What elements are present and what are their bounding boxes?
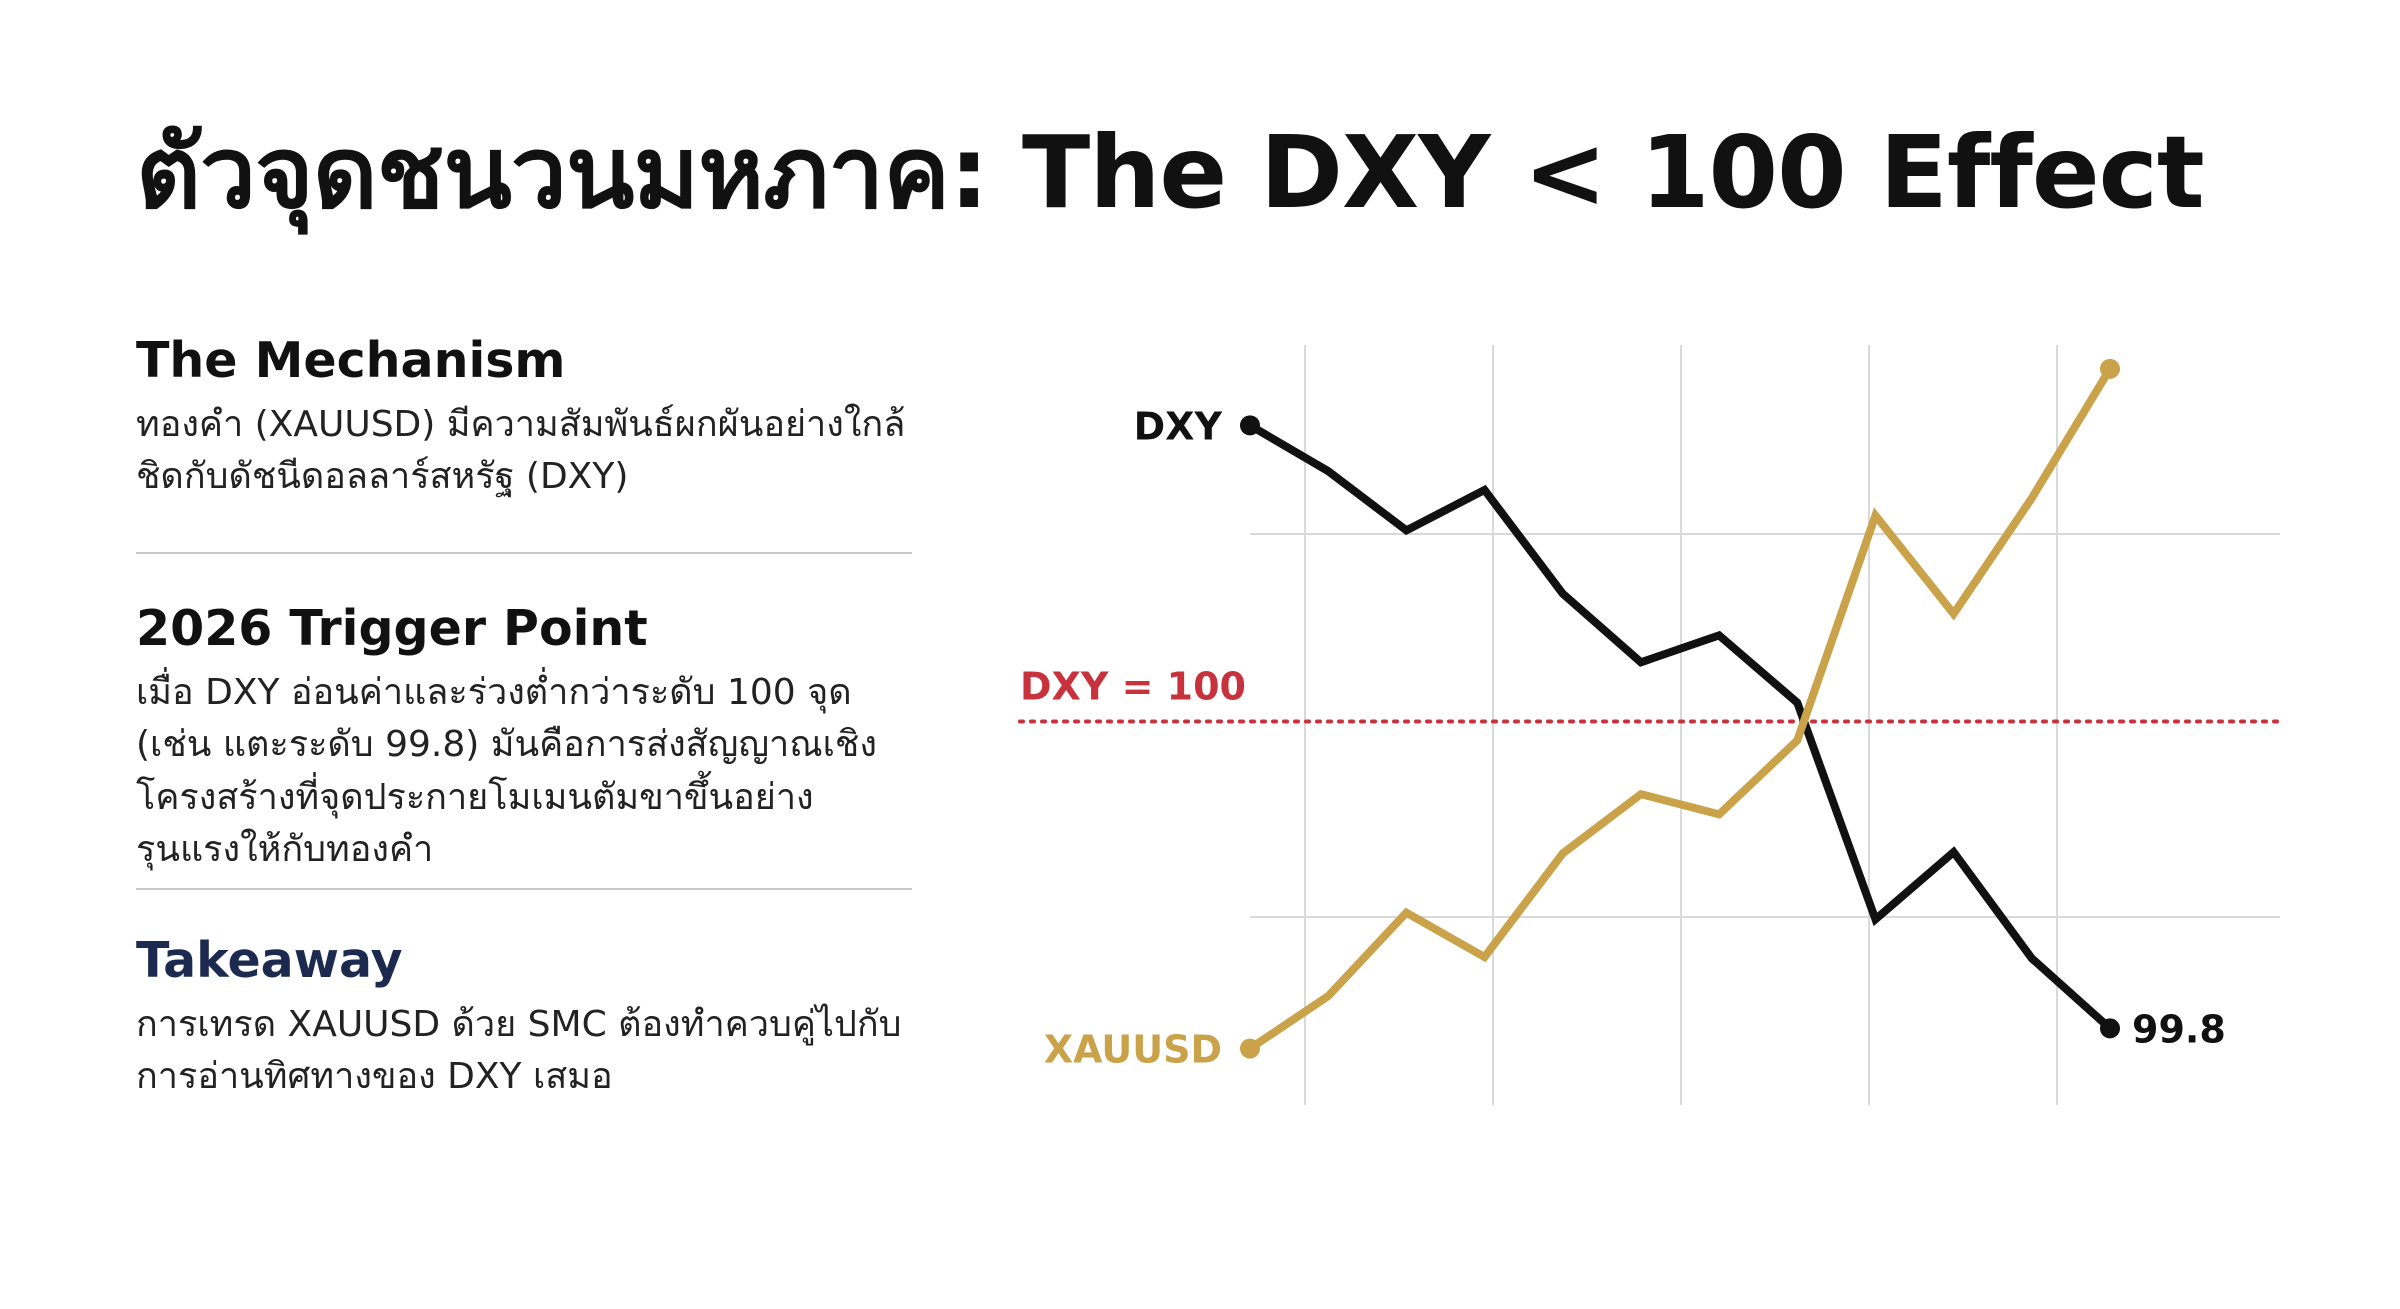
data-point-dxy-start [1240, 415, 1260, 436]
section-trigger-point: 2026 Trigger Point เมื่อ DXY อ่อนค่าและร… [136, 598, 912, 888]
section-body-trigger-point: เมื่อ DXY อ่อนค่าและร่วงต่ำกว่าระดับ 100… [136, 672, 877, 870]
section-divider [136, 888, 912, 890]
info-column: The Mechanism ทองคำ (XAUUSD) มีความสัมพั… [136, 330, 912, 1104]
data-point-xauusd-start [1240, 1038, 1260, 1059]
section-heading-trigger-point: 2026 Trigger Point [136, 600, 648, 657]
section-mechanism: The Mechanism ทองคำ (XAUUSD) มีความสัมพั… [136, 330, 912, 552]
series-label-dxy: DXY [1134, 404, 1223, 448]
section-body-mechanism: ทองคำ (XAUUSD) มีความสัมพันธ์ผกผันอย่างใ… [136, 404, 906, 498]
data-label-dxy-end: 99.8 [2132, 1007, 2226, 1051]
threshold-label: DXY = 100 [1020, 665, 1246, 709]
series-label-xauusd: XAUUSD [1044, 1028, 1222, 1072]
section-divider [136, 552, 912, 554]
section-body-takeaway: การเทรด XAUUSD ด้วย SMC ต้องทำควบคู่ไปกั… [136, 1004, 902, 1098]
section-heading-mechanism: The Mechanism [136, 332, 566, 389]
section-takeaway: Takeaway การเทรด XAUUSD ด้วย SMC ต้องทำค… [136, 930, 912, 1104]
series-line-xauusd [1246, 364, 2114, 1053]
page-title: ตัวจุดชนวนมหภาค: The DXY < 100 Effect [136, 114, 2205, 231]
data-point-dxy-end [2100, 1018, 2120, 1039]
section-heading-takeaway: Takeaway [136, 932, 403, 989]
data-point-xauusd-end [2100, 358, 2120, 379]
series-line-dxy [1246, 421, 2114, 1033]
